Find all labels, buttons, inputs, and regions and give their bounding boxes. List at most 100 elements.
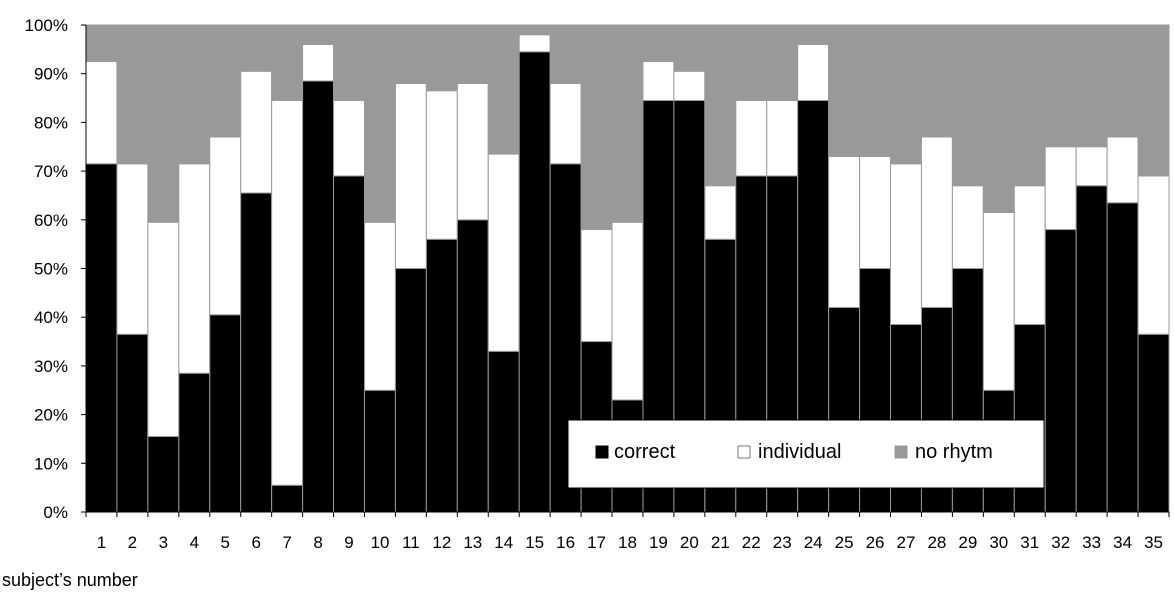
bar-no-rhytm-28	[920, 24, 953, 138]
bar-correct-7	[271, 484, 304, 513]
x-tick-label: 5	[221, 533, 230, 552]
y-tick-label: 70%	[34, 162, 68, 181]
y-tick-label: 60%	[34, 211, 68, 230]
bar-correct-1	[85, 163, 118, 513]
x-tick-label: 18	[618, 533, 637, 552]
y-tick-label: 40%	[34, 308, 68, 327]
bar-no-rhytm-5	[209, 24, 242, 138]
x-tick-label: 35	[1144, 533, 1163, 552]
bar-no-rhytm-8	[302, 24, 335, 45]
bar-no-rhytm-2	[116, 24, 149, 165]
bar-individual-27	[890, 163, 922, 326]
bar-correct-5	[209, 314, 242, 513]
bar-individual-12	[425, 90, 458, 240]
x-tick-label: 31	[1020, 533, 1039, 552]
bar-individual-8	[302, 43, 335, 82]
bar-individual-6	[240, 70, 273, 194]
bar-correct-33	[1075, 185, 1108, 513]
bar-correct-12	[425, 238, 458, 513]
bar-individual-20	[673, 70, 706, 101]
bar-no-rhytm-29	[951, 24, 984, 187]
legend-swatch-correct	[595, 445, 609, 459]
bar-no-rhytm-13	[456, 24, 489, 84]
bar-individual-5	[209, 136, 242, 316]
bar-individual-17	[580, 229, 613, 343]
x-tick-label: 34	[1113, 533, 1132, 552]
bar-correct-14	[487, 350, 520, 513]
bar-individual-3	[147, 221, 180, 438]
x-axis-title: subject’s number	[2, 570, 138, 590]
legend-swatch-individual	[737, 445, 751, 459]
legend: correct individual no rhytm	[567, 419, 1045, 489]
y-tick-label: 10%	[34, 454, 68, 473]
bar-individual-29	[951, 185, 984, 270]
bar-no-rhytm-14	[487, 24, 520, 155]
bar-individual-16	[549, 82, 582, 165]
x-tick-label: 8	[313, 533, 322, 552]
bar-no-rhytm-35	[1137, 24, 1170, 177]
bar-no-rhytm-32	[1044, 24, 1077, 148]
bar-no-rhytm-33	[1075, 24, 1108, 148]
bar-no-rhytm-30	[982, 24, 1015, 213]
bar-individual-24	[797, 43, 830, 101]
bar-no-rhytm-6	[240, 24, 273, 72]
bar-individual-32	[1044, 146, 1077, 231]
bar-individual-13	[456, 82, 489, 221]
x-tick-label: 4	[190, 533, 199, 552]
y-tick-label: 50%	[34, 260, 68, 279]
x-tick-labels: 1 2 3 4 5 6 7 8 9 10 11 12 13 14 15 16 17 18 19 20 21 22 23 24 2…	[97, 533, 1163, 552]
y-tick-label: 30%	[34, 357, 68, 376]
bar-individual-21	[704, 185, 737, 240]
legend-label-no-rhytm: no rhytm	[915, 441, 993, 463]
bar-correct-3	[147, 436, 180, 513]
x-tick-label: 12	[432, 533, 451, 552]
bar-no-rhytm-18	[611, 24, 644, 223]
x-tick-label: 6	[251, 533, 260, 552]
y-tick-label: 90%	[34, 65, 68, 84]
bar-individual-22	[735, 99, 768, 177]
x-tick-label: 7	[282, 533, 291, 552]
bar-individual-31	[1013, 185, 1046, 326]
bar-no-rhytm-22	[735, 24, 768, 101]
x-tick-label: 23	[773, 533, 792, 552]
bar-correct-6	[240, 192, 273, 513]
bar-no-rhytm-4	[178, 24, 211, 165]
x-tick-label: 32	[1051, 533, 1070, 552]
x-tick-label: 20	[680, 533, 699, 552]
bar-correct-35	[1137, 333, 1170, 513]
x-tick-label: 15	[525, 533, 544, 552]
x-tick-label: 3	[159, 533, 168, 552]
bar-correct-32	[1044, 229, 1077, 513]
bar-no-rhytm-11	[394, 24, 427, 84]
bar-individual-23	[766, 99, 799, 177]
bar-individual-26	[859, 155, 892, 270]
bar-no-rhytm-21	[704, 24, 737, 187]
x-tick-label: 11	[402, 533, 420, 552]
x-tick-label: 17	[587, 533, 606, 552]
bar-no-rhytm-3	[147, 24, 180, 223]
bar-individual-10	[363, 221, 396, 391]
x-tick-label: 25	[835, 533, 854, 552]
bar-no-rhytm-20	[673, 24, 706, 72]
x-tick-label: 21	[711, 533, 730, 552]
y-tick-label: 0%	[43, 503, 68, 522]
x-tick-label: 14	[494, 533, 513, 552]
bar-correct-9	[333, 175, 365, 513]
bar-individual-18	[611, 221, 644, 401]
bar-correct-4	[178, 372, 211, 513]
y-tick-label: 100%	[25, 16, 68, 35]
x-tick-label: 27	[897, 533, 916, 552]
bar-correct-13	[456, 219, 489, 513]
bar-individual-33	[1075, 146, 1108, 187]
x-tick-label: 24	[804, 533, 823, 552]
x-tick-label: 22	[742, 533, 761, 552]
bar-correct-2	[116, 333, 149, 513]
y-tick-label: 80%	[34, 113, 68, 132]
bar-individual-4	[178, 163, 211, 374]
bar-no-rhytm-31	[1013, 24, 1046, 187]
bar-no-rhytm-34	[1106, 24, 1139, 138]
bar-correct-34	[1106, 202, 1139, 513]
bar-individual-2	[116, 163, 149, 335]
legend-box	[567, 419, 1045, 489]
